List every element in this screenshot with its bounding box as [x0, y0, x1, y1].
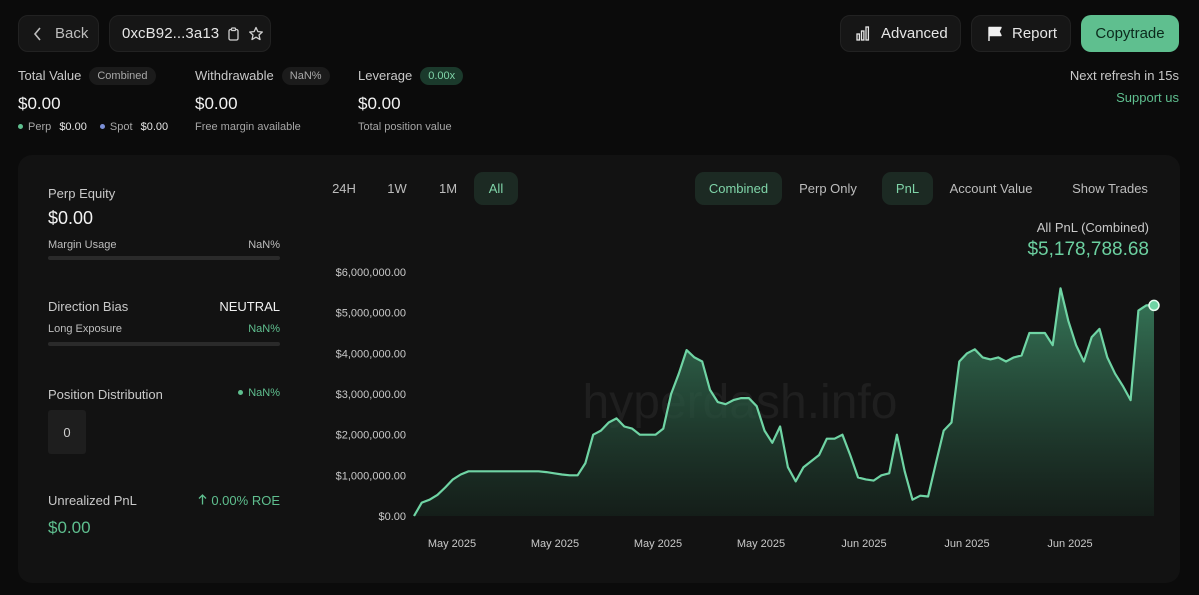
x-tick-label: May 2025 — [428, 538, 476, 550]
pnl-area — [414, 288, 1154, 516]
pnl-line — [413, 287, 1154, 517]
total-value-block: Total Value Combined $0.00 Perp $0.00 Spo… — [18, 67, 168, 133]
x-tick-label: Jun 2025 — [1047, 538, 1092, 550]
advanced-button[interactable]: Advanced — [840, 15, 961, 52]
refresh-note: Next refresh in 15s — [1069, 68, 1179, 83]
position-count: 0 — [63, 424, 71, 440]
x-tick-label: May 2025 — [531, 538, 579, 550]
withdrawable-sub: Free margin available — [195, 121, 301, 133]
withdrawable-badge: NaN% — [281, 67, 330, 85]
back-button[interactable]: Back — [18, 15, 99, 52]
margin-usage-value: NaN% — [248, 239, 280, 251]
report-label: Report — [1012, 25, 1058, 42]
chart-total: $5,178,788.68 — [1027, 239, 1149, 260]
support-link[interactable]: Support us — [1116, 90, 1179, 105]
x-tick-label: May 2025 — [634, 538, 682, 550]
margin-usage-bar — [48, 256, 280, 260]
spot-value: $0.00 — [140, 121, 169, 133]
total-value-badge[interactable]: Combined — [89, 67, 156, 85]
back-label: Back — [55, 25, 89, 42]
leverage-block: Leverage 0.00x $0.00 Total position value — [358, 67, 464, 133]
y-tick-label: $0.00 — [378, 511, 406, 523]
perp-equity-label: Perp Equity — [48, 186, 116, 201]
chevron-left-icon — [33, 26, 41, 41]
star-icon[interactable] — [248, 26, 264, 42]
unrealized-pnl-value: $0.00 — [48, 518, 91, 537]
long-exposure-label: Long Exposure — [48, 323, 122, 335]
direction-bias-label: Direction Bias — [48, 299, 129, 314]
roe-value: 0.00% ROE — [211, 493, 280, 508]
total-value: $0.00 — [18, 94, 61, 113]
advanced-label: Advanced — [881, 25, 948, 42]
perp-value: $0.00 — [59, 121, 87, 133]
withdrawable-label: Withdrawable — [195, 68, 274, 83]
y-tick-label: $6,000,000.00 — [336, 267, 406, 279]
pnl-endpoint-marker[interactable] — [1148, 299, 1160, 312]
address-pill: 0xcB92...3a13 — [109, 15, 271, 52]
perp-label: Perp — [28, 121, 52, 133]
x-tick-label: May 2025 — [737, 538, 785, 550]
tab-pnl[interactable]: PnL — [882, 172, 933, 205]
withdrawable-block: Withdrawable NaN% $0.00 Free margin avail… — [195, 67, 330, 133]
report-button[interactable]: Report — [971, 15, 1071, 52]
position-distribution-value: NaN% — [248, 387, 280, 399]
copytrade-label: Copytrade — [1095, 25, 1165, 42]
wallet-address: 0xcB92...3a13 — [122, 25, 220, 42]
spot-dot — [99, 124, 105, 129]
leverage-badge: 0.00x — [420, 67, 464, 85]
margin-usage-label: Margin Usage — [48, 239, 117, 251]
bar-chart-icon — [856, 26, 870, 41]
chart-title: All PnL (Combined) — [1036, 220, 1149, 235]
direction-bias-value: NEUTRAL — [219, 299, 280, 314]
tab-1m[interactable]: 1M — [438, 181, 458, 196]
y-tick-label: $1,000,000.00 — [336, 470, 406, 482]
tab-combined[interactable]: Combined — [695, 172, 782, 205]
position-dot — [238, 390, 244, 395]
x-tick-label: Jun 2025 — [944, 538, 989, 550]
y-tick-label: $4,000,000.00 — [336, 348, 406, 360]
copytrade-button[interactable]: Copytrade — [1081, 15, 1179, 52]
copy-icon[interactable] — [227, 26, 240, 41]
y-tick-label: $5,000,000.00 — [336, 308, 406, 320]
flag-icon — [988, 26, 1002, 41]
perp-equity-value: $0.00 — [48, 208, 94, 228]
total-value-label: Total Value — [18, 68, 82, 83]
tab-account-value[interactable]: Account Value — [949, 181, 1033, 196]
tab-1w[interactable]: 1W — [387, 181, 407, 196]
long-exposure-value: NaN% — [248, 323, 280, 335]
leverage-sub: Total position value — [358, 121, 452, 133]
y-tick-label: $3,000,000.00 — [336, 389, 406, 401]
leverage-label: Leverage — [358, 68, 413, 83]
position-distribution-label: Position Distribution — [48, 387, 163, 402]
tab-perp-only[interactable]: Perp Only — [799, 181, 857, 196]
long-exposure-bar — [48, 342, 280, 346]
leverage-value: $0.00 — [358, 94, 401, 113]
tab-all[interactable]: All — [474, 172, 518, 205]
show-trades-toggle[interactable]: Show Trades — [1072, 181, 1148, 196]
x-tick-label: Jun 2025 — [841, 538, 886, 550]
unrealized-pnl-label: Unrealized PnL — [48, 493, 137, 508]
tab-24h[interactable]: 24H — [332, 181, 356, 196]
withdrawable-value: $0.00 — [195, 94, 238, 113]
perp-dot — [18, 124, 23, 129]
y-tick-label: $2,000,000.00 — [336, 430, 406, 442]
spot-label: Spot — [109, 121, 133, 133]
arrow-up-icon — [198, 493, 207, 508]
position-count-box[interactable]: 0 — [48, 410, 86, 454]
